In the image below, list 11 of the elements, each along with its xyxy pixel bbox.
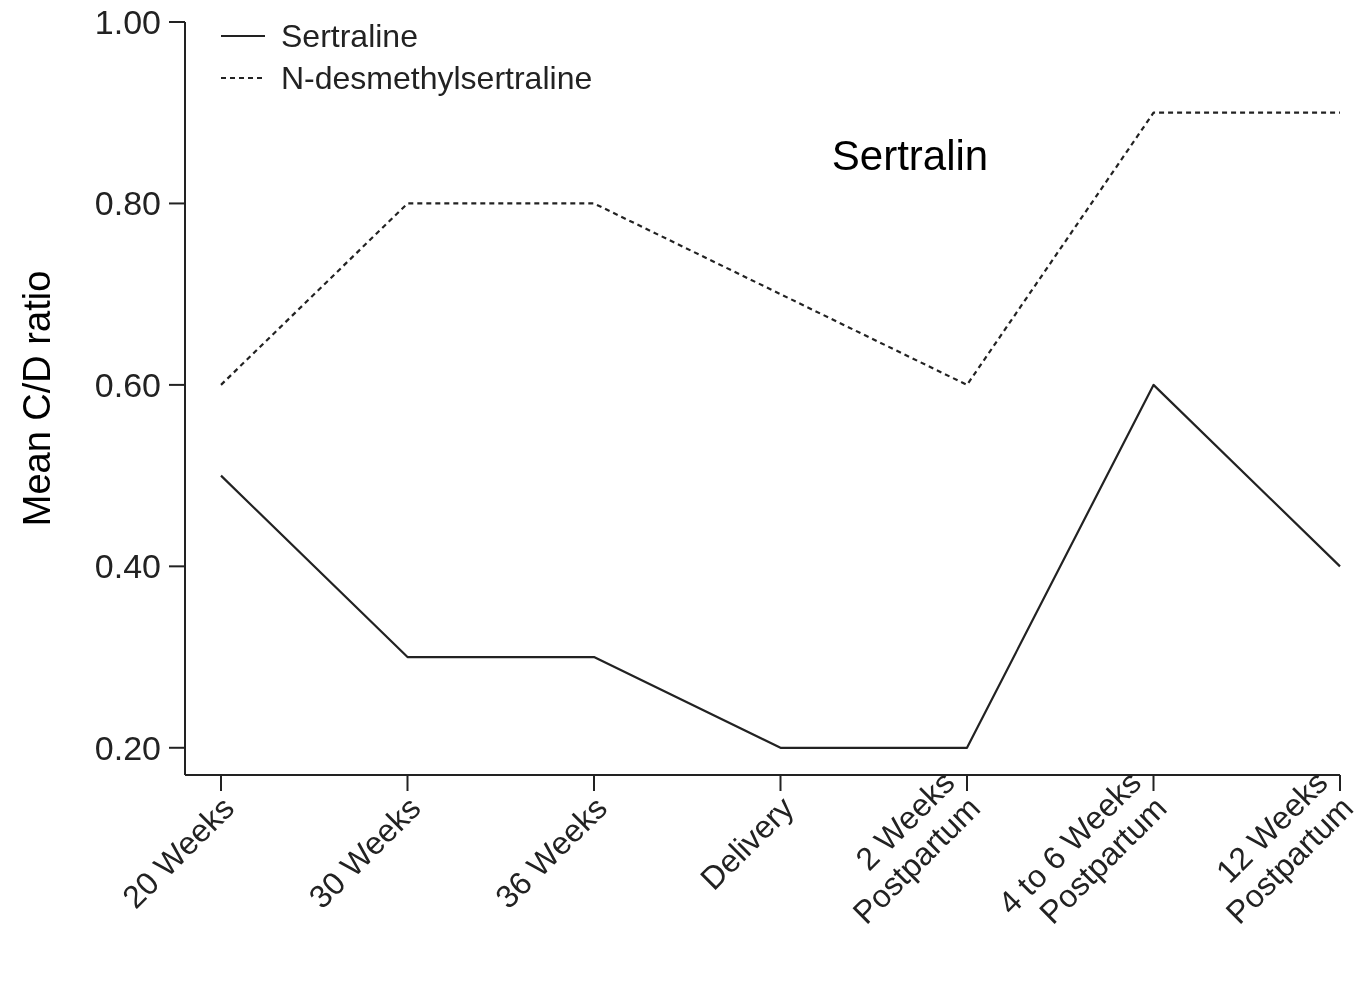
line-series bbox=[219, 111, 1342, 386]
y-tick-label: 1.00 bbox=[94, 2, 161, 41]
y-axis-title: Mean C/D ratio bbox=[16, 270, 58, 527]
y-tick-label: 0.80 bbox=[94, 184, 161, 223]
annotation: Sertralin bbox=[831, 132, 989, 179]
legend-label: N-desmethylsertraline bbox=[281, 60, 593, 97]
y-tick-label: 0.60 bbox=[94, 365, 161, 404]
y-tick-label: 0.40 bbox=[94, 547, 161, 586]
y-tick-label: 0.20 bbox=[94, 728, 161, 767]
line-series bbox=[219, 383, 1342, 749]
legend-label: Sertraline bbox=[281, 18, 418, 55]
